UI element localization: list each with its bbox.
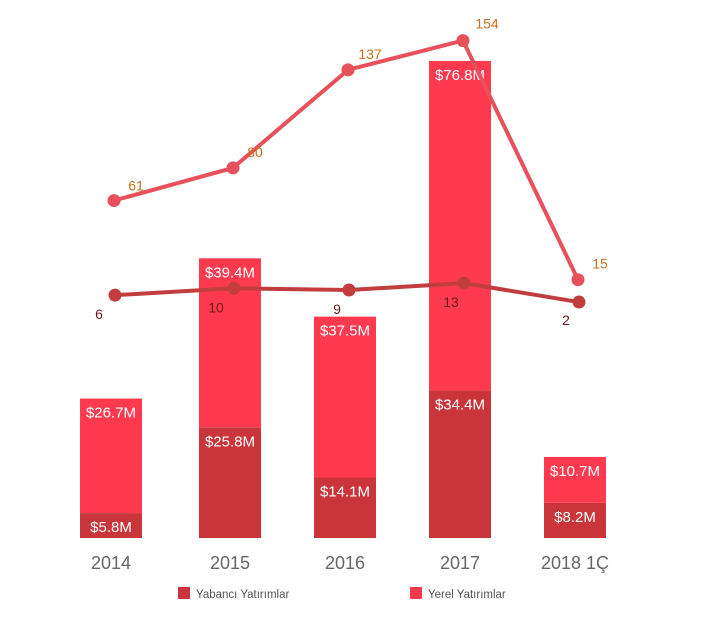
line-point-label: 6 bbox=[95, 306, 103, 322]
legend-swatch bbox=[178, 587, 190, 599]
data-label-local: $37.5M bbox=[320, 323, 370, 340]
bar-foreign-2016 bbox=[314, 477, 376, 538]
line-point-label: 61 bbox=[128, 178, 144, 194]
lines-layer: 61 80 137 154 15 6 10 9 13 2 bbox=[95, 16, 608, 328]
legend-label: Yabancı Yatırımlar bbox=[196, 589, 289, 601]
data-label-local: $10.7M bbox=[550, 463, 600, 480]
legend: Yabancı Yatırımlar Yerel Yatırımlar bbox=[178, 587, 506, 601]
line-point-label: 10 bbox=[208, 299, 224, 315]
x-tick-label: 2014 bbox=[91, 553, 131, 573]
x-tick-label: 2018 1Ç bbox=[541, 553, 609, 573]
line-point bbox=[457, 276, 471, 290]
legend-swatch bbox=[410, 587, 422, 599]
line-point bbox=[572, 295, 586, 309]
data-label-foreign: $8.2M bbox=[554, 509, 596, 526]
line-point bbox=[341, 63, 355, 77]
line-point-label: 13 bbox=[443, 294, 459, 310]
bar-local-2018-1Ç bbox=[544, 456, 606, 503]
bar-foreign-2015 bbox=[199, 427, 261, 538]
data-label-foreign: $5.8M bbox=[90, 519, 132, 536]
data-label-foreign: $25.8M bbox=[205, 433, 255, 450]
line-point-label: 80 bbox=[247, 144, 263, 160]
legend-label: Yerel Yatırımlar bbox=[428, 589, 506, 601]
bars-layer: $5.8M $26.7M $25.8M $39.4M $14.1M $37.5M $34.4… bbox=[80, 60, 606, 538]
x-axis-ticks: 2014 2015 2016 2017 2018 1Ç bbox=[91, 553, 609, 573]
line-point bbox=[107, 194, 121, 208]
line-point-label: 2 bbox=[562, 312, 570, 328]
data-label-local: $76.8M bbox=[435, 67, 485, 84]
line-point bbox=[227, 281, 241, 295]
line-point bbox=[571, 273, 585, 287]
line-point-label: 15 bbox=[592, 256, 608, 272]
bar-foreign-2014 bbox=[80, 513, 142, 538]
line-point bbox=[226, 161, 240, 175]
line-point-label: 137 bbox=[358, 46, 382, 62]
data-label-foreign: $14.1M bbox=[320, 484, 370, 501]
bar-local-2014 bbox=[80, 398, 142, 514]
x-tick-label: 2016 bbox=[325, 553, 365, 573]
line-point bbox=[456, 34, 470, 48]
data-label-local: $26.7M bbox=[86, 405, 136, 422]
data-label-local: $39.4M bbox=[205, 264, 255, 281]
line-series-1 bbox=[112, 38, 580, 282]
x-tick-label: 2017 bbox=[440, 553, 480, 573]
x-tick-label: 2015 bbox=[210, 553, 250, 573]
line-point-label: 154 bbox=[475, 16, 499, 32]
bar-foreign-2017 bbox=[429, 390, 491, 538]
line-point bbox=[342, 283, 356, 297]
data-label-foreign: $34.4M bbox=[435, 396, 485, 413]
bar-local-2017 bbox=[429, 60, 491, 391]
line-point-label: 9 bbox=[333, 301, 341, 317]
bar-foreign-2018-1Ç bbox=[544, 502, 606, 538]
bar-local-2016 bbox=[314, 316, 376, 478]
line-point bbox=[108, 288, 122, 302]
